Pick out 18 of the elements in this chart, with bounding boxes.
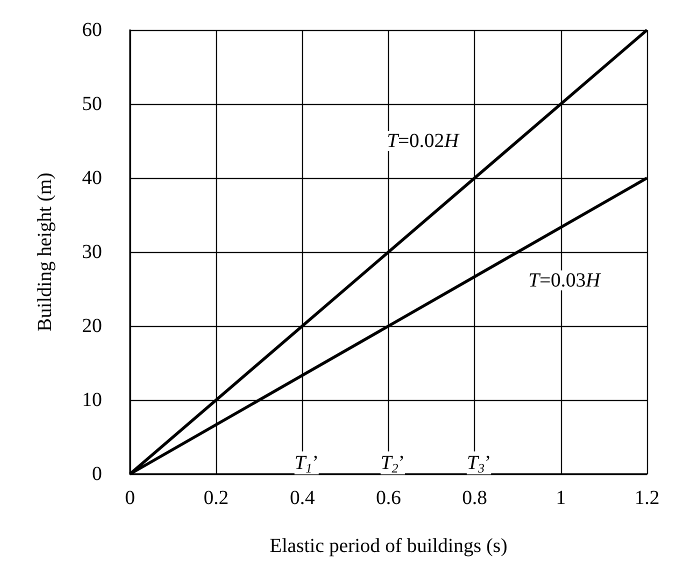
x-tick-label: 0.8 bbox=[462, 487, 488, 509]
series-label: T=0.02H bbox=[386, 130, 460, 152]
y-tick-label: 60 bbox=[82, 19, 102, 41]
y-tick-label: 50 bbox=[82, 93, 102, 115]
y-tick-label: 30 bbox=[82, 241, 102, 263]
x-tick-label: 0.2 bbox=[204, 487, 229, 509]
y-tick-label: 0 bbox=[92, 463, 102, 485]
y-axis-title: Building height (m) bbox=[34, 172, 56, 332]
series-label: T=0.03H bbox=[528, 269, 602, 292]
x-axis-title: Elastic period of buildings (s) bbox=[270, 535, 508, 557]
x-tick-label: 1.2 bbox=[634, 487, 660, 509]
x-tick-label: 0.6 bbox=[376, 487, 401, 509]
y-tick-label: 10 bbox=[82, 389, 102, 411]
y-tick-label: 40 bbox=[82, 167, 102, 189]
x-tick-label: 1 bbox=[556, 487, 566, 509]
x-tick-label: 0 bbox=[125, 487, 135, 509]
y-tick-label: 20 bbox=[82, 315, 102, 337]
x-tick-label: 0.4 bbox=[290, 487, 315, 509]
